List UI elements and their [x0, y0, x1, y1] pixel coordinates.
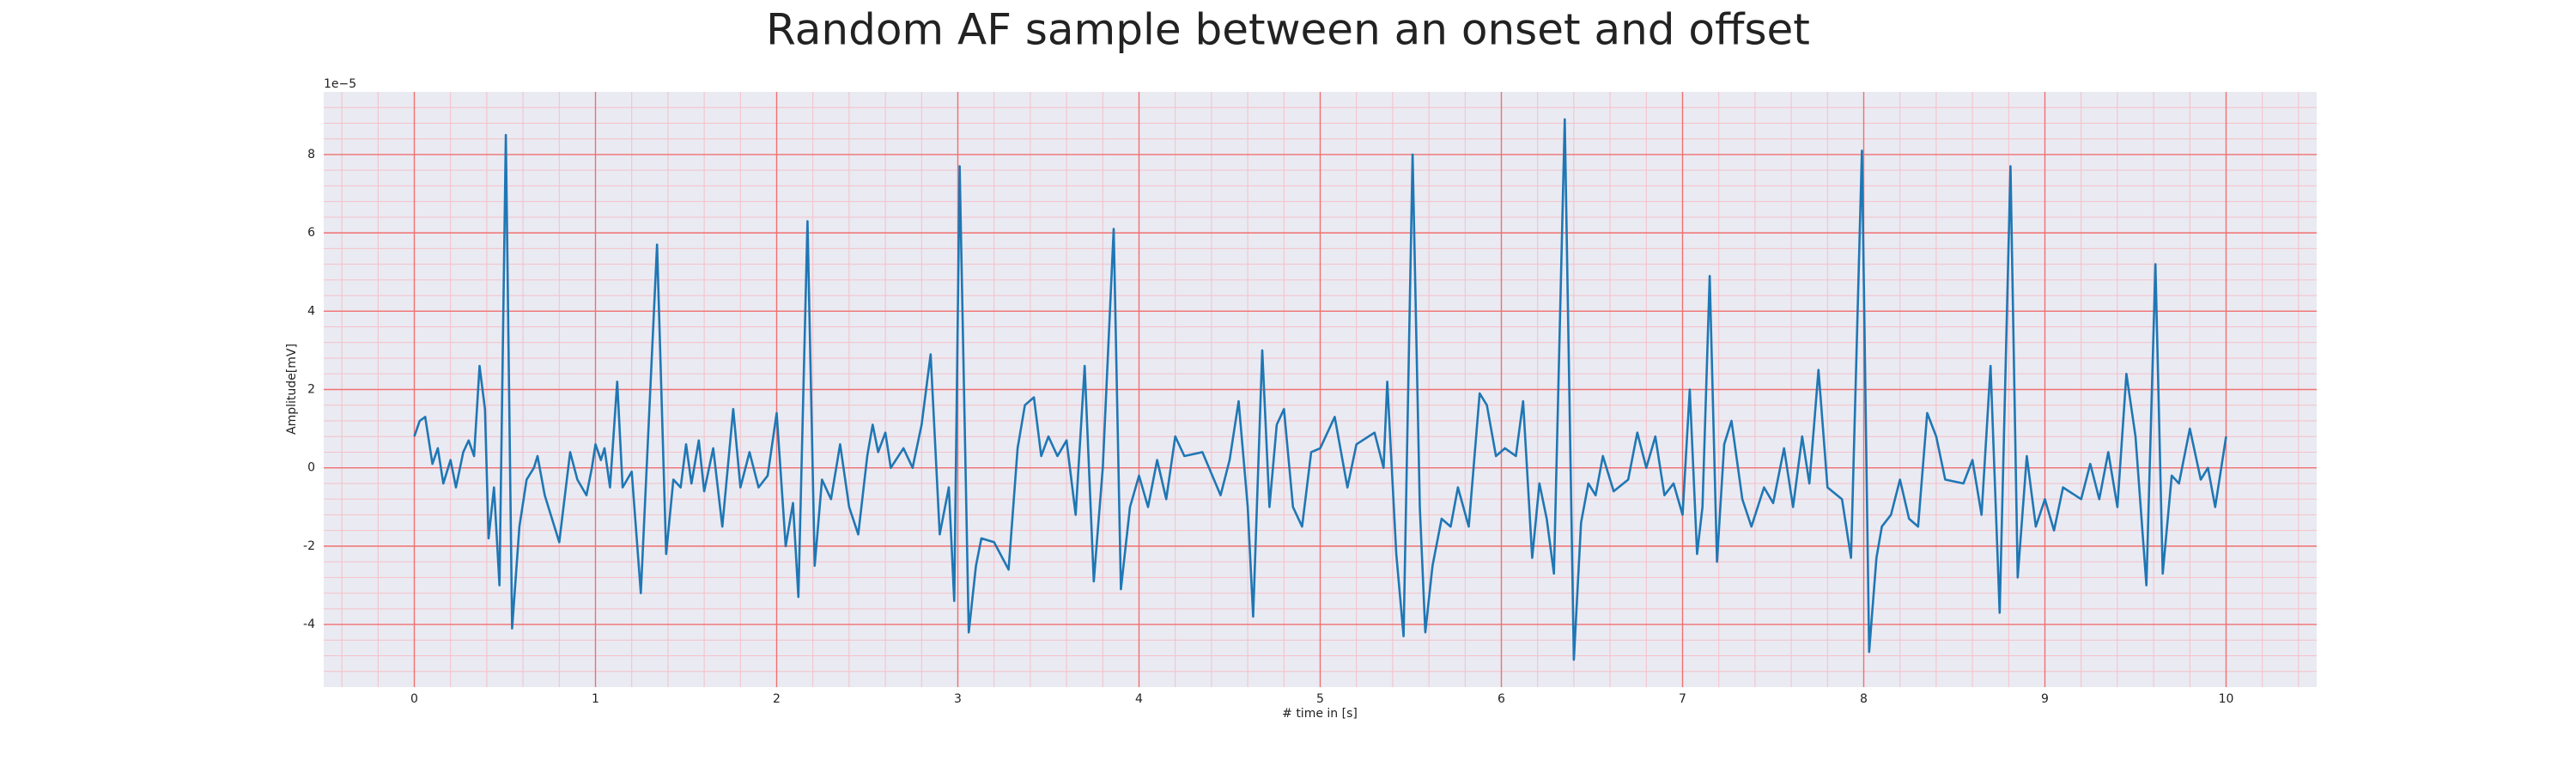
chart-title: Random AF sample between an onset and of…: [766, 5, 1810, 55]
x-tick-label: 1: [592, 692, 599, 706]
x-tick-label: 0: [410, 692, 418, 706]
y-offset-label: 1e−5: [324, 77, 356, 91]
y-tick-label: 6: [307, 226, 315, 240]
x-tick-label: 6: [1498, 692, 1505, 706]
x-tick-label: 5: [1316, 692, 1324, 706]
x-tick-label: 7: [1679, 692, 1686, 706]
y-tick-label: 2: [307, 383, 315, 397]
y-axis-label: Amplitude[mV]: [285, 344, 299, 435]
x-tick-label: 2: [773, 692, 781, 706]
y-tick-label: 4: [307, 304, 315, 318]
x-tick-label: 4: [1135, 692, 1143, 706]
x-tick-label: 8: [1860, 692, 1868, 706]
x-tick-label: 9: [2041, 692, 2049, 706]
signal-line: [413, 118, 2227, 661]
plot: [324, 92, 2317, 687]
y-tick-label: -4: [303, 618, 315, 631]
y-tick-label: 8: [307, 148, 315, 161]
x-axis-label: # time in [s]: [1282, 707, 1358, 721]
x-tick-label: 10: [2219, 692, 2234, 706]
y-tick-label: 0: [307, 461, 315, 475]
y-tick-label: -2: [303, 539, 315, 553]
x-tick-label: 3: [954, 692, 962, 706]
